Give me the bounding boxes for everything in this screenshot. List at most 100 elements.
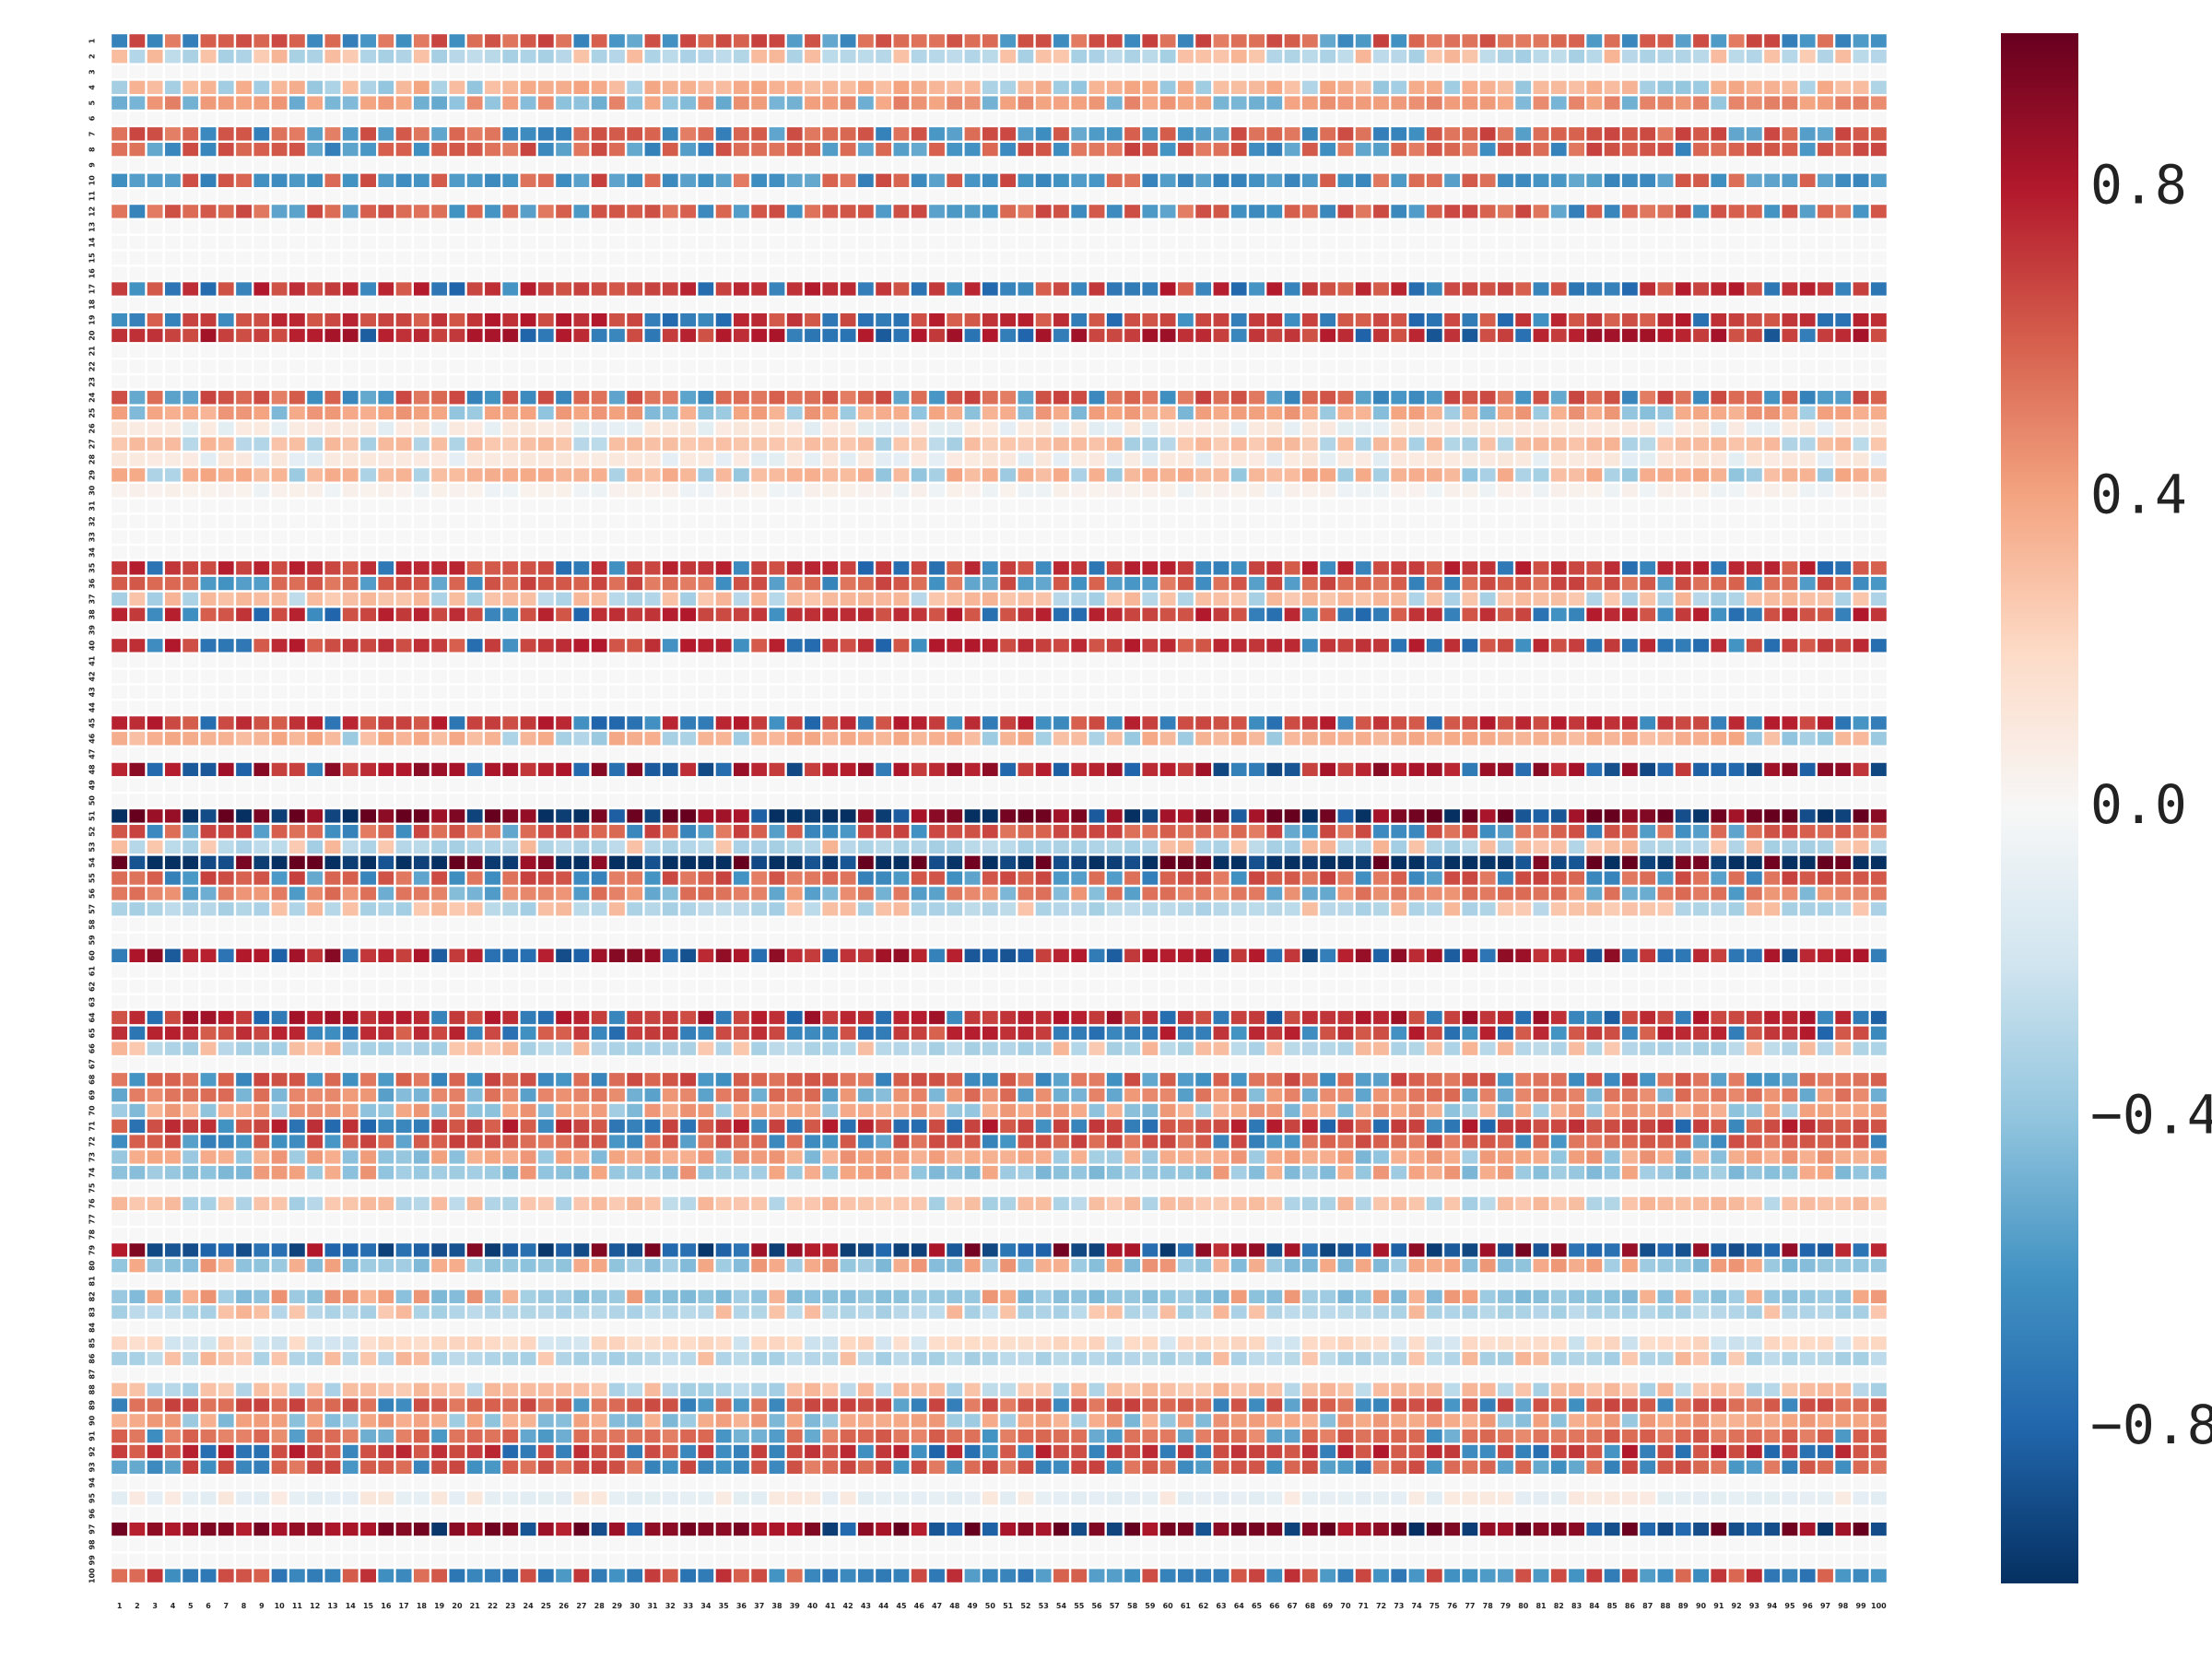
heatmap-cell [660, 683, 681, 701]
heatmap-cell [660, 388, 681, 406]
heatmap-cell [1495, 63, 1516, 81]
heatmap-cell [1282, 699, 1302, 717]
heatmap-cell [180, 636, 201, 654]
heatmap-cell [1673, 419, 1694, 438]
heatmap-cell [1761, 358, 1783, 376]
heatmap-cell [1460, 78, 1480, 97]
heatmap-cell [784, 94, 806, 112]
heatmap-cell [1068, 590, 1089, 608]
heatmap-cell [394, 729, 414, 747]
heatmap-cell [216, 279, 237, 299]
heatmap-cell [1068, 497, 1089, 515]
heatmap-cell [713, 279, 735, 299]
heatmap-cell [1068, 78, 1089, 97]
heatmap-cell [1246, 745, 1267, 763]
heatmap-cell [216, 776, 237, 794]
heatmap-cell [429, 729, 450, 747]
heatmap-cell [1690, 791, 1712, 810]
heatmap-cell [1566, 419, 1587, 438]
heatmap-cell [1229, 311, 1250, 329]
heatmap-cell [1744, 620, 1765, 640]
heatmap-cell [376, 156, 396, 174]
heatmap-cell [1584, 497, 1605, 515]
heatmap-cell [784, 652, 806, 670]
heatmap-cell [1761, 776, 1783, 794]
heatmap-cell [1140, 140, 1160, 159]
heatmap-cell [1246, 419, 1267, 438]
heatmap-cell [553, 94, 574, 112]
heatmap-cell [198, 481, 218, 500]
heatmap-cell [429, 465, 450, 484]
heatmap-cell [642, 620, 663, 640]
heatmap-cell [1815, 388, 1836, 406]
heatmap-cell [891, 233, 912, 252]
heatmap-cell [1619, 94, 1641, 112]
heatmap-cell [1512, 419, 1534, 438]
heatmap-cell [1477, 94, 1499, 112]
heatmap-cell [1780, 326, 1800, 345]
heatmap-cell [162, 450, 183, 469]
heatmap-cell [713, 311, 735, 329]
heatmap-cell [1637, 372, 1658, 392]
heatmap-cell [162, 218, 183, 236]
heatmap-cell [233, 372, 254, 392]
heatmap-cell [980, 760, 1001, 779]
heatmap-cell [465, 435, 486, 453]
heatmap-cell [447, 404, 467, 422]
heatmap-cell [1619, 667, 1641, 686]
heatmap-cell [216, 481, 237, 500]
heatmap-cell [1460, 791, 1480, 810]
heatmap-cell [873, 63, 894, 81]
heatmap-cell [429, 590, 450, 608]
heatmap-cell [642, 47, 663, 65]
heatmap-cell [1619, 171, 1641, 190]
heatmap-cell [1512, 590, 1534, 608]
heatmap-cell [1282, 683, 1302, 701]
heatmap-cell [855, 435, 877, 453]
heatmap-cell [1016, 47, 1036, 65]
heatmap-cell [304, 372, 325, 392]
heatmap-cell [802, 94, 823, 112]
heatmap-cell [1602, 295, 1623, 313]
heatmap-cell [1353, 140, 1374, 159]
heatmap-cell [1068, 652, 1089, 670]
heatmap-cell [1158, 186, 1179, 206]
heatmap-cell [411, 574, 432, 593]
heatmap-cell [127, 559, 147, 577]
heatmap-cell [571, 388, 592, 406]
heatmap-cell [1371, 636, 1392, 654]
heatmap-cell [642, 450, 663, 469]
heatmap-cell [1175, 620, 1196, 640]
heatmap-cell [1335, 156, 1356, 174]
heatmap-cell [1229, 419, 1250, 438]
heatmap-cell [1566, 78, 1587, 97]
heatmap-cell [891, 465, 912, 484]
heatmap-cell [252, 47, 272, 65]
heatmap-cell [962, 497, 982, 515]
heatmap-cell [820, 699, 841, 717]
heatmap-cell [677, 528, 699, 547]
heatmap-cell [962, 776, 982, 794]
heatmap-cell [1602, 47, 1623, 65]
heatmap-cell [376, 78, 396, 97]
heatmap-cell [1264, 776, 1285, 794]
heatmap-cell [589, 109, 610, 128]
heatmap-cell [660, 497, 681, 515]
heatmap-cell [1353, 94, 1374, 112]
heatmap-cell [1033, 652, 1054, 670]
heatmap-cell [642, 497, 663, 515]
heatmap-cell [1441, 776, 1463, 794]
heatmap-cell [269, 342, 289, 360]
heatmap-cell [465, 156, 486, 174]
heatmap-cell [1229, 171, 1250, 190]
heatmap-cell [873, 372, 894, 392]
heatmap-cell [109, 652, 130, 670]
heatmap-cell [1300, 63, 1321, 81]
heatmap-cell [642, 279, 663, 299]
heatmap-cell [1832, 124, 1853, 143]
heatmap-cell [1797, 218, 1818, 236]
heatmap-cell [696, 265, 716, 283]
heatmap-cell [1815, 31, 1836, 51]
heatmap-cell [340, 186, 361, 206]
heatmap-cell [180, 78, 201, 97]
